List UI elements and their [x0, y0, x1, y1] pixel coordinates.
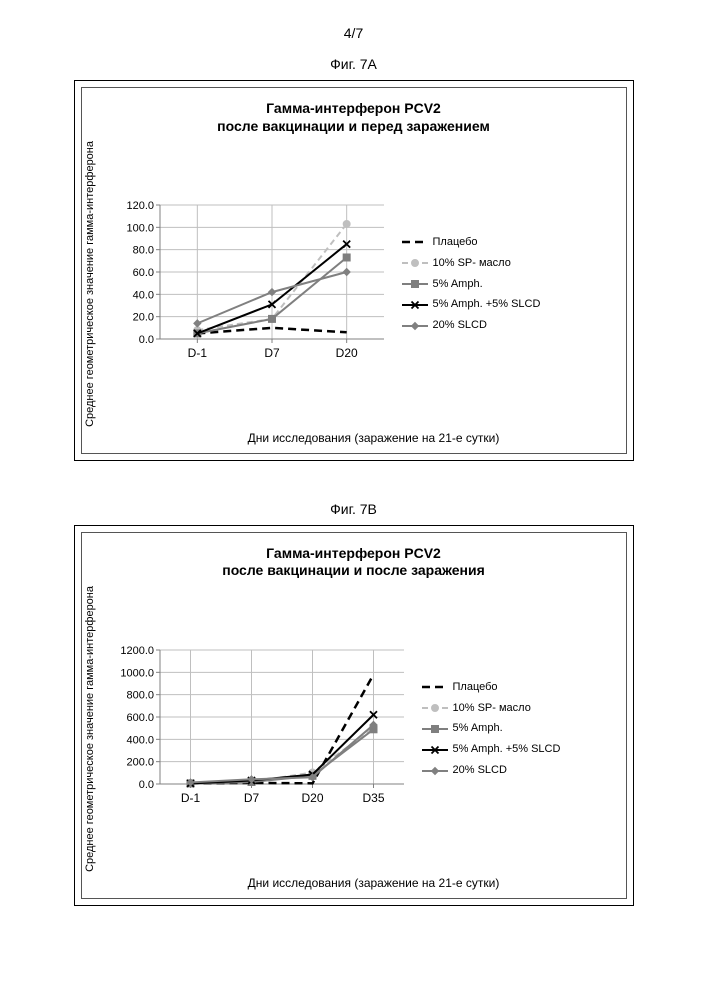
legend-swatch — [422, 680, 448, 694]
svg-text:D7: D7 — [243, 791, 259, 805]
legend-label: 10% SP- масло — [433, 253, 511, 274]
svg-text:800.0: 800.0 — [126, 690, 154, 702]
legend-label: Плацебо — [453, 677, 498, 698]
figure-a-label: Фиг. 7A — [0, 56, 707, 72]
svg-text:40.0: 40.0 — [132, 289, 153, 301]
figure-b-body: Среднее геометрическое значение гамма-ин… — [82, 586, 626, 872]
figure-a-body: Среднее геометрическое значение гамма-ин… — [82, 141, 626, 427]
svg-text:D35: D35 — [362, 791, 384, 805]
svg-text:1000.0: 1000.0 — [120, 667, 154, 679]
legend-label: 10% SP- масло — [453, 698, 531, 719]
figure-a-title-line2: после вакцинации и перед заражением — [217, 118, 490, 134]
legend-label: 5% Amph. — [453, 718, 503, 739]
svg-text:600.0: 600.0 — [126, 712, 154, 724]
legend-swatch — [422, 764, 448, 778]
figure-a-title: Гамма-интерферон PCV2 после вакцинации и… — [82, 100, 626, 135]
legend-swatch — [402, 298, 428, 312]
figure-b-x-title: Дни исследования (заражение на 21-е сутк… — [122, 876, 626, 890]
svg-text:D20: D20 — [301, 791, 323, 805]
legend-item: 20% SLCD — [422, 760, 577, 781]
figure-b-title-line2: после вакцинации и после заражения — [222, 562, 485, 578]
legend-item: 5% Amph. — [422, 718, 577, 739]
svg-text:120.0: 120.0 — [126, 200, 154, 212]
page-number: 4/7 — [0, 25, 707, 41]
svg-text:1200.0: 1200.0 — [120, 645, 154, 657]
legend-item: 20% SLCD — [402, 315, 557, 336]
legend-swatch — [422, 743, 448, 757]
legend-label: 20% SLCD — [453, 760, 507, 781]
figure-b-panel: Гамма-интерферон PCV2 после вакцинации и… — [74, 525, 634, 906]
svg-text:D20: D20 — [335, 346, 357, 360]
svg-text:80.0: 80.0 — [132, 245, 153, 257]
figure-a-plot-wrap: 0.0 20.0 40.0 60.0 80.0 100.0 120.0 D-1 D7 D20 — [112, 199, 392, 369]
figure-a-inner: Гамма-интерферон PCV2 после вакцинации и… — [81, 87, 627, 454]
svg-text:100.0: 100.0 — [126, 222, 154, 234]
legend-label: 5% Amph. — [433, 274, 483, 295]
legend-swatch — [402, 256, 428, 270]
figure-b-label: Фиг. 7B — [0, 501, 707, 517]
figure-b-inner: Гамма-интерферон PCV2 после вакцинации и… — [81, 532, 627, 899]
legend-label: 5% Amph. +5% SLCD — [453, 739, 561, 760]
figure-a-y-title: Среднее геометрическое значение гамма-ин… — [82, 141, 112, 427]
page: 4/7 Фиг. 7A Гамма-интерферон PCV2 после … — [0, 0, 707, 1000]
legend-label: 20% SLCD — [433, 315, 487, 336]
legend-item: 5% Amph. — [402, 274, 557, 295]
figure-b-plot: 0.0 200.0 400.0 600.0 800.0 1000.0 1200.0 D-1 D7… — [112, 644, 412, 814]
figure-b-legend: Плацебо 10% SP- масло 5% Amph. 5% Amph. … — [422, 677, 577, 781]
svg-text:0.0: 0.0 — [138, 779, 153, 791]
svg-text:D-1: D-1 — [187, 346, 207, 360]
legend-swatch — [422, 722, 448, 736]
legend-label: Плацебо — [433, 232, 478, 253]
svg-text:20.0: 20.0 — [132, 312, 153, 324]
legend-swatch — [402, 235, 428, 249]
legend-item: 10% SP- масло — [402, 253, 557, 274]
figure-a-title-line1: Гамма-интерферон PCV2 — [266, 100, 441, 116]
legend-swatch — [402, 319, 428, 333]
figure-a-legend: Плацебо 10% SP- масло 5% Amph. 5% Amph. … — [402, 232, 557, 336]
figure-b-y-title: Среднее геометрическое значение гамма-ин… — [82, 586, 112, 872]
figure-a-x-title: Дни исследования (заражение на 21-е сутк… — [122, 431, 626, 445]
legend-item: 10% SP- масло — [422, 698, 577, 719]
figure-b-plot-wrap: 0.0 200.0 400.0 600.0 800.0 1000.0 1200.0 D-1 D7… — [112, 644, 412, 814]
figure-b-title-line1: Гамма-интерферон PCV2 — [266, 545, 441, 561]
legend-swatch — [422, 701, 448, 715]
legend-item: Плацебо — [422, 677, 577, 698]
legend-label: 5% Amph. +5% SLCD — [433, 294, 541, 315]
svg-text:200.0: 200.0 — [126, 757, 154, 769]
svg-text:0.0: 0.0 — [138, 334, 153, 346]
figure-b-title: Гамма-интерферон PCV2 после вакцинации и… — [82, 545, 626, 580]
svg-text:D-1: D-1 — [180, 791, 200, 805]
legend-item: Плацебо — [402, 232, 557, 253]
svg-text:D7: D7 — [264, 346, 280, 360]
legend-item: 5% Amph. +5% SLCD — [422, 739, 577, 760]
svg-text:400.0: 400.0 — [126, 734, 154, 746]
legend-item: 5% Amph. +5% SLCD — [402, 294, 557, 315]
legend-swatch — [402, 277, 428, 291]
figure-a-panel: Гамма-интерферон PCV2 после вакцинации и… — [74, 80, 634, 461]
svg-text:60.0: 60.0 — [132, 267, 153, 279]
figure-a-plot: 0.0 20.0 40.0 60.0 80.0 100.0 120.0 D-1 D7 D20 — [112, 199, 392, 369]
